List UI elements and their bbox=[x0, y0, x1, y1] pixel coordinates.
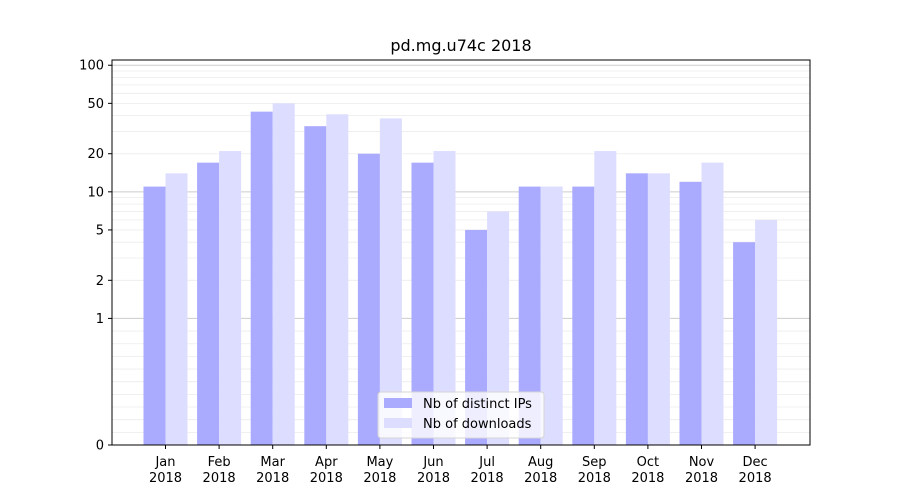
x-tick-label: May 2018 bbox=[363, 455, 396, 486]
y-tick-label: 2 bbox=[96, 274, 104, 289]
bar-downloads bbox=[594, 151, 617, 445]
x-tick-label: Aug 2018 bbox=[524, 455, 557, 486]
legend-box bbox=[377, 391, 545, 439]
x-tick-label: Jan 2018 bbox=[149, 455, 182, 486]
bar-distinct-ips bbox=[518, 186, 541, 446]
x-tick-label: Mar 2018 bbox=[256, 455, 289, 486]
x-tick-label: Dec 2018 bbox=[739, 455, 772, 486]
x-tick-label: Nov 2018 bbox=[685, 455, 718, 486]
bar-distinct-ips bbox=[143, 186, 166, 446]
chart-title: pd.mg.u74c 2018 bbox=[390, 36, 531, 55]
x-tick-label: Jun 2018 bbox=[417, 455, 450, 486]
bars bbox=[143, 103, 778, 446]
bar-downloads bbox=[433, 151, 456, 445]
bar-distinct-ips bbox=[625, 173, 648, 445]
y-tick-label: 10 bbox=[87, 185, 104, 200]
bar-distinct-ips bbox=[411, 162, 434, 445]
bar-downloads bbox=[701, 162, 724, 445]
x-tick-label: Sep 2018 bbox=[578, 455, 611, 486]
y-tick-label: 1 bbox=[96, 312, 104, 327]
legend: Nb of distinct IPs Nb of downloads bbox=[377, 391, 545, 439]
bar-distinct-ips bbox=[304, 126, 327, 446]
plot-frame bbox=[111, 59, 811, 446]
y-axis: 0 1 2 5 10 20 50 100 bbox=[79, 59, 112, 454]
bar-downloads bbox=[487, 211, 510, 445]
legend-label: Nb of downloads bbox=[423, 417, 532, 432]
legend-swatch bbox=[384, 398, 412, 408]
y-tick-label: 100 bbox=[79, 59, 104, 74]
bar-distinct-ips bbox=[679, 181, 702, 445]
bar-downloads bbox=[540, 186, 563, 446]
legend-swatch bbox=[384, 418, 412, 428]
bar-downloads bbox=[647, 173, 670, 445]
bar-downloads bbox=[326, 114, 349, 445]
bar-downloads bbox=[755, 219, 778, 445]
bar-distinct-ips bbox=[357, 153, 380, 446]
x-tick-label: Oct 2018 bbox=[631, 455, 664, 486]
bar-downloads bbox=[379, 118, 402, 445]
legend-label: Nb of distinct IPs bbox=[423, 397, 532, 412]
bar-distinct-ips bbox=[465, 229, 488, 445]
bar-downloads bbox=[219, 151, 242, 445]
x-axis: Jan 2018 Feb 2018 Mar 2018 Apr 2018 May 2018 Jun 20… bbox=[149, 445, 772, 486]
y-tick-label: 50 bbox=[87, 97, 104, 112]
bar-downloads bbox=[272, 103, 295, 445]
bar-distinct-ips bbox=[733, 242, 756, 445]
x-tick-label: Jul 2018 bbox=[471, 455, 504, 486]
y-tick-label: 5 bbox=[96, 223, 104, 238]
y-tick-label: 20 bbox=[87, 147, 104, 162]
bar-downloads bbox=[165, 173, 188, 445]
bar-distinct-ips bbox=[572, 186, 595, 446]
y-tick-label: 0 bbox=[96, 439, 104, 454]
bar-distinct-ips bbox=[197, 162, 220, 445]
x-tick-label: Feb 2018 bbox=[203, 455, 236, 486]
bar-distinct-ips bbox=[250, 111, 273, 445]
x-tick-label: Apr 2018 bbox=[310, 455, 343, 486]
